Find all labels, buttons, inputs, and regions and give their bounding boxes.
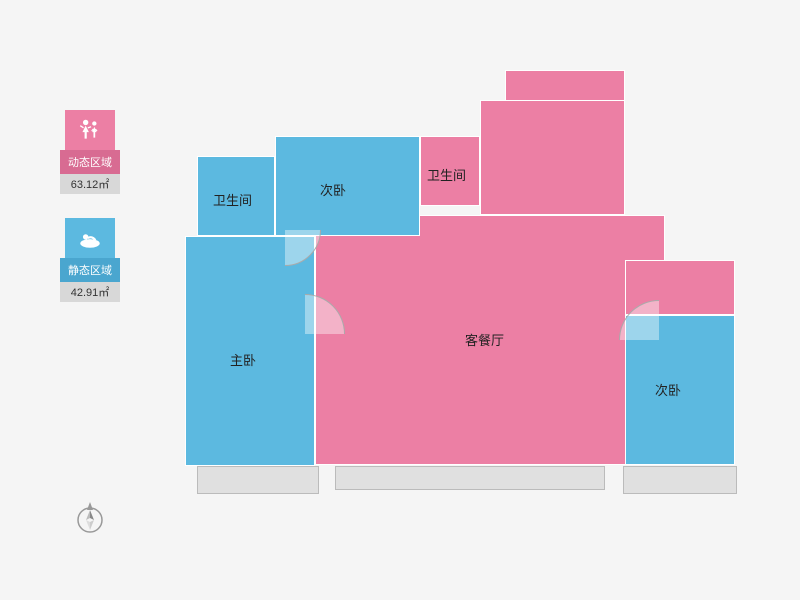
legend-static: 静态区域 42.91㎡: [60, 218, 120, 302]
balcony: [623, 466, 737, 494]
legend-panel: 动态区域 63.12㎡ 静态区域 42.91㎡: [60, 110, 120, 326]
legend-dynamic-label: 动态区域: [60, 150, 120, 174]
rest-icon: [77, 225, 103, 251]
room-living: [315, 215, 665, 465]
legend-static-label: 静态区域: [60, 258, 120, 282]
room-entry: [480, 100, 625, 215]
balcony: [197, 466, 319, 494]
legend-dynamic-value: 63.12㎡: [60, 174, 120, 194]
legend-dynamic-icon-box: [65, 110, 115, 150]
room-bath1: [420, 136, 480, 206]
compass-icon: [72, 500, 108, 536]
people-icon: [77, 117, 103, 143]
legend-static-icon-box: [65, 218, 115, 258]
legend-static-value: 42.91㎡: [60, 282, 120, 302]
legend-dynamic: 动态区域 63.12㎡: [60, 110, 120, 194]
floorplan: 厨房卫生间客餐厅卫生间次卧主卧次卧: [185, 70, 745, 540]
room-bath2: [197, 156, 275, 236]
balcony: [335, 466, 605, 490]
room-bed2: [275, 136, 420, 236]
room-master: [185, 236, 315, 466]
